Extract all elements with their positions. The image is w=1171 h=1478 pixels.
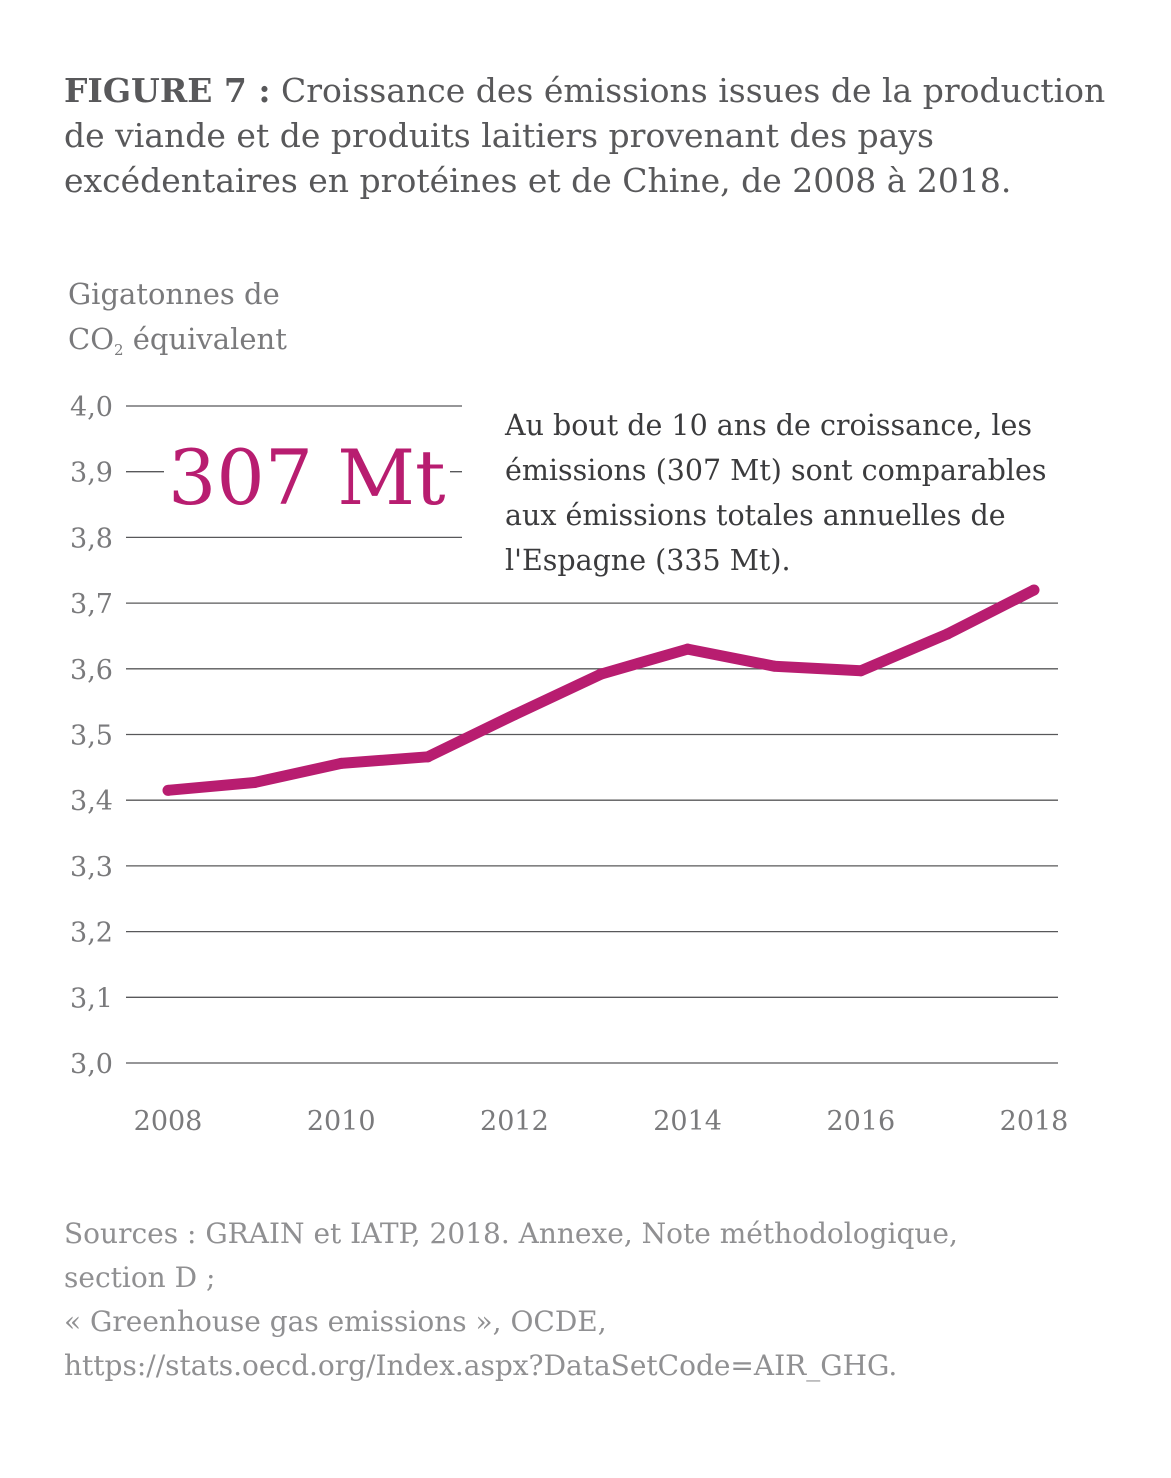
x-axis-ticks: 2008 2010 2012 2014 2016 2018 [134,1106,1069,1137]
x-tick-label: 2008 [134,1106,203,1137]
y-tick-label: 4,0 [70,392,113,423]
data-point [595,668,607,680]
y-tick-label: 3,2 [70,918,113,949]
y-tick-label: 3,9 [70,458,113,489]
source-line: https://stats.oecd.org/Index.aspx?DataSe… [64,1349,898,1382]
y-axis-label-subscript: 2 [113,341,124,359]
figure-title-text: Croissance des émissions issues de la pr… [64,71,1106,200]
y-tick-label: 3,1 [70,983,113,1014]
data-point [162,784,174,796]
y-axis-label-co: CO [68,322,114,356]
y-tick-label: 3,4 [70,786,113,817]
source-line: « Greenhouse gas emissions », OCDE, [64,1305,607,1338]
y-tick-label: 3,7 [70,589,113,620]
figure-number: FIGURE 7 : [64,71,271,110]
y-tick-label: 3,8 [70,523,113,554]
source-line: Sources : GRAIN et IATP, 2018. Annexe, N… [64,1217,958,1250]
y-axis-ticks: 3,0 3,1 3,2 3,3 3,4 3,5 3,6 3,7 3,8 3,9 4,0 [70,392,113,1080]
series-line [167,585,1037,796]
x-tick-label: 2016 [826,1106,895,1137]
series-layer [162,584,1040,796]
data-point [682,643,694,655]
source-line: section D ; [64,1261,216,1294]
x-tick-label: 2014 [653,1106,722,1137]
source-note: Sources : GRAIN et IATP, 2018. Annexe, N… [64,1212,1144,1388]
y-tick-label: 3,0 [70,1049,113,1080]
x-tick-label: 2010 [307,1106,376,1137]
data-point [855,665,867,677]
annotation-text: Au bout de 10 ans de croissance, les émi… [505,409,1047,577]
y-tick-label: 3,3 [70,852,113,883]
y-tick-label: 3,6 [70,655,113,686]
x-tick-label: 2012 [480,1106,549,1137]
data-point [1028,584,1040,596]
y-axis-label-line-1: Gigatonnes de [68,272,280,316]
y-axis-label-line-2: CO2 équivalent [68,317,287,361]
data-point [508,709,520,721]
y-tick-label: 3,5 [70,721,113,752]
data-point [422,751,434,763]
highlight-value: 307 Mt [164,428,450,528]
data-point [768,660,780,672]
x-tick-label: 2018 [1000,1106,1069,1137]
y-axis-label-text-2: équivalent [123,322,287,356]
y-axis-label-text-1: Gigatonnes de [68,277,280,311]
figure-title: FIGURE 7 : Croissance des émissions issu… [64,68,1134,203]
data-point [249,776,261,788]
data-point [335,757,347,769]
data-point [941,628,953,640]
